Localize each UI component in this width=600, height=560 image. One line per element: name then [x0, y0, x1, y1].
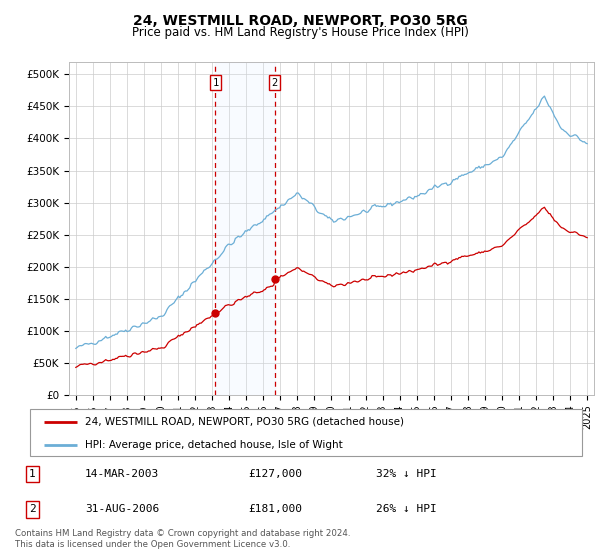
Text: 2: 2 — [29, 505, 36, 515]
Text: 14-MAR-2003: 14-MAR-2003 — [85, 469, 159, 479]
Bar — [215, 62, 275, 395]
Text: 26% ↓ HPI: 26% ↓ HPI — [376, 505, 437, 515]
Text: 24, WESTMILL ROAD, NEWPORT, PO30 5RG (detached house): 24, WESTMILL ROAD, NEWPORT, PO30 5RG (de… — [85, 417, 404, 427]
FancyBboxPatch shape — [30, 409, 582, 456]
Text: HPI: Average price, detached house, Isle of Wight: HPI: Average price, detached house, Isle… — [85, 440, 343, 450]
Text: £127,000: £127,000 — [248, 469, 302, 479]
Text: Contains HM Land Registry data © Crown copyright and database right 2024.
This d: Contains HM Land Registry data © Crown c… — [15, 529, 350, 549]
Text: 1: 1 — [212, 78, 218, 88]
Text: 2: 2 — [271, 78, 278, 88]
Text: 32% ↓ HPI: 32% ↓ HPI — [376, 469, 437, 479]
Text: Price paid vs. HM Land Registry's House Price Index (HPI): Price paid vs. HM Land Registry's House … — [131, 26, 469, 39]
Text: 24, WESTMILL ROAD, NEWPORT, PO30 5RG: 24, WESTMILL ROAD, NEWPORT, PO30 5RG — [133, 14, 467, 28]
Text: 1: 1 — [29, 469, 36, 479]
Text: £181,000: £181,000 — [248, 505, 302, 515]
Text: 31-AUG-2006: 31-AUG-2006 — [85, 505, 159, 515]
